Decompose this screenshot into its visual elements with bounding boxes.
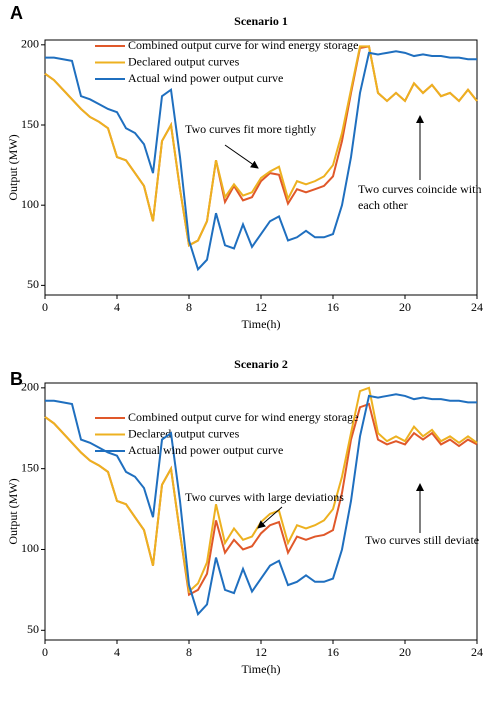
x-tick-label: 4 bbox=[114, 645, 120, 659]
legend-label: Declared output curves bbox=[128, 54, 240, 68]
x-tick-label: 4 bbox=[114, 300, 120, 314]
annotation: Two curves fit more tightly bbox=[185, 122, 316, 136]
x-tick-label: 20 bbox=[399, 645, 411, 659]
panel-label: A bbox=[10, 3, 23, 23]
legend-label: Actual wind power output curve bbox=[128, 443, 283, 457]
x-tick-label: 8 bbox=[186, 645, 192, 659]
y-tick-label: 150 bbox=[21, 460, 39, 474]
annotation: each other bbox=[358, 198, 408, 212]
chart-title: Scenario 2 bbox=[234, 357, 288, 371]
x-tick-label: 0 bbox=[42, 300, 48, 314]
x-tick-label: 8 bbox=[186, 300, 192, 314]
series-line bbox=[45, 50, 477, 272]
x-tick-label: 20 bbox=[399, 300, 411, 314]
y-tick-label: 200 bbox=[21, 37, 39, 51]
series-line bbox=[44, 45, 478, 247]
legend-label: Actual wind power output curve bbox=[128, 71, 283, 85]
y-axis-label: Output (MW) bbox=[6, 134, 20, 200]
y-axis-label: Output (MW) bbox=[6, 478, 20, 544]
x-tick-label: 16 bbox=[327, 645, 339, 659]
annotation-arrow bbox=[257, 506, 283, 529]
legend-label: Combined output curve for wind energy st… bbox=[128, 38, 358, 52]
x-tick-label: 0 bbox=[42, 645, 48, 659]
y-tick-label: 100 bbox=[21, 197, 39, 211]
x-tick-label: 24 bbox=[471, 300, 483, 314]
annotation-arrow bbox=[224, 144, 259, 169]
x-tick-label: 12 bbox=[255, 645, 267, 659]
series-line bbox=[45, 393, 477, 617]
y-tick-label: 200 bbox=[21, 380, 39, 394]
y-tick-label: 50 bbox=[27, 622, 39, 636]
panel-label: B bbox=[10, 369, 23, 389]
x-tick-label: 16 bbox=[327, 300, 339, 314]
annotation: Two curves with large deviations bbox=[185, 490, 344, 504]
legend-label: Combined output curve for wind energy st… bbox=[128, 410, 358, 424]
annotation: Two curves still deviate bbox=[365, 533, 479, 547]
y-tick-label: 150 bbox=[21, 117, 39, 131]
x-tick-label: 12 bbox=[255, 300, 267, 314]
legend-label: Declared output curves bbox=[128, 426, 240, 440]
y-tick-label: 50 bbox=[27, 277, 39, 291]
x-tick-label: 24 bbox=[471, 645, 483, 659]
chart-title: Scenario 1 bbox=[234, 14, 288, 28]
annotation: Two curves coincide with bbox=[358, 182, 481, 196]
y-tick-label: 100 bbox=[21, 541, 39, 555]
x-axis-label: Time(h) bbox=[242, 317, 281, 331]
x-axis-label: Time(h) bbox=[242, 662, 281, 676]
